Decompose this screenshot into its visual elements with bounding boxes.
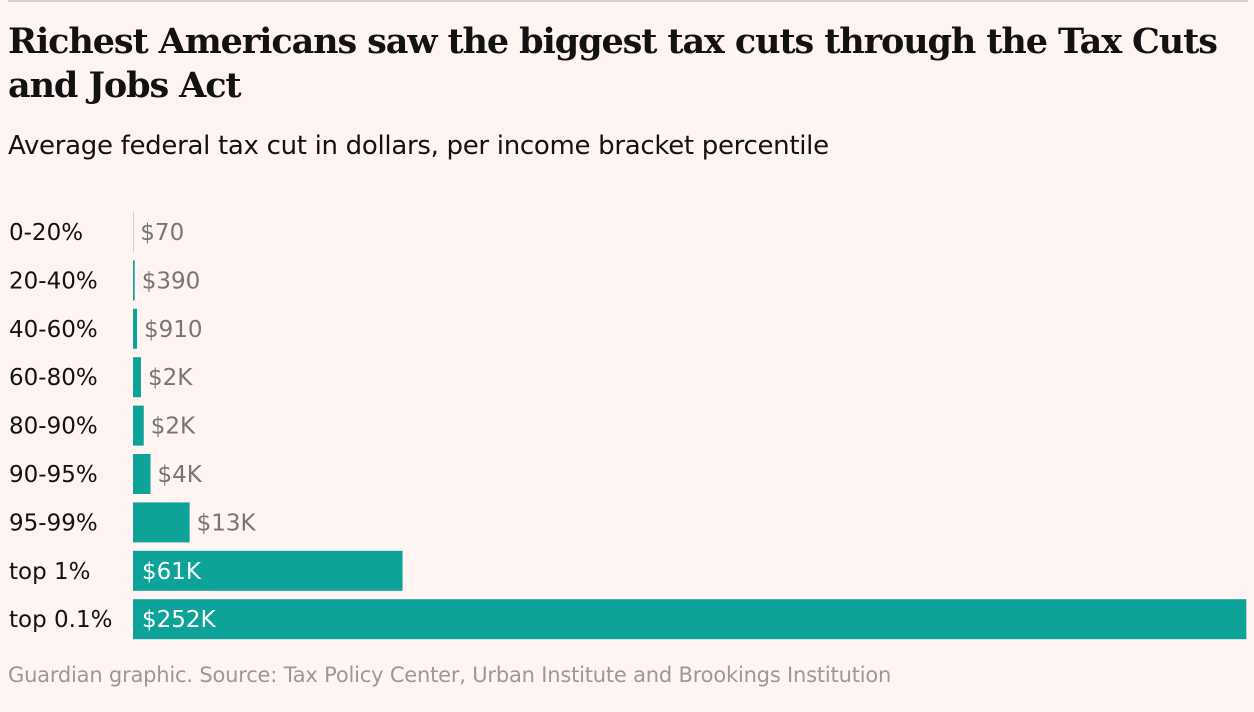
category-label: 60-80% xyxy=(9,365,98,391)
source-note: Guardian graphic. Source: Tax Policy Cen… xyxy=(8,663,892,687)
bar-row: 20-40% $390 xyxy=(9,260,201,301)
category-label: 0-20% xyxy=(9,220,83,246)
value-label: $61K xyxy=(142,559,202,585)
value-label: $2K xyxy=(148,365,193,391)
value-label: $390 xyxy=(142,268,201,294)
bar xyxy=(133,550,403,591)
value-label: $70 xyxy=(140,220,184,246)
category-label: 40-60% xyxy=(9,317,98,343)
bar xyxy=(133,405,144,446)
bar-row: 0-20% $70 xyxy=(9,212,184,252)
category-label: 90-95% xyxy=(9,462,98,488)
category-label: 80-90% xyxy=(9,414,98,440)
category-label: top 0.1% xyxy=(9,607,112,633)
bar xyxy=(133,357,141,398)
chart-subtitle: Average federal tax cut in dollars, per … xyxy=(8,131,829,161)
bar xyxy=(133,454,151,494)
category-label: top 1% xyxy=(9,559,91,585)
value-label: $252K xyxy=(142,607,217,633)
category-label: 20-40% xyxy=(9,268,98,294)
category-label: 95-99% xyxy=(9,510,98,536)
value-label: $4K xyxy=(158,462,203,488)
bar-row: 95-99% $13K xyxy=(9,502,257,543)
bar xyxy=(133,308,138,349)
top-rule xyxy=(8,0,1248,2)
bar-row: 60-80% $2K xyxy=(9,357,193,398)
bar xyxy=(133,502,190,543)
chart-title: Richest Americans saw the biggest tax cu… xyxy=(8,21,1218,106)
bar xyxy=(133,260,135,301)
value-label: $910 xyxy=(144,317,203,343)
value-label: $2K xyxy=(151,414,196,440)
bar-row: top 1% $61K xyxy=(9,550,403,591)
bar-row: top 0.1% $252K xyxy=(9,599,1247,640)
bar-row: 80-90% $2K xyxy=(9,405,196,446)
value-label: $13K xyxy=(197,510,257,536)
bar-row: 90-95% $4K xyxy=(9,454,203,494)
bar xyxy=(133,599,1247,640)
bar-row: 40-60% $910 xyxy=(9,308,203,349)
